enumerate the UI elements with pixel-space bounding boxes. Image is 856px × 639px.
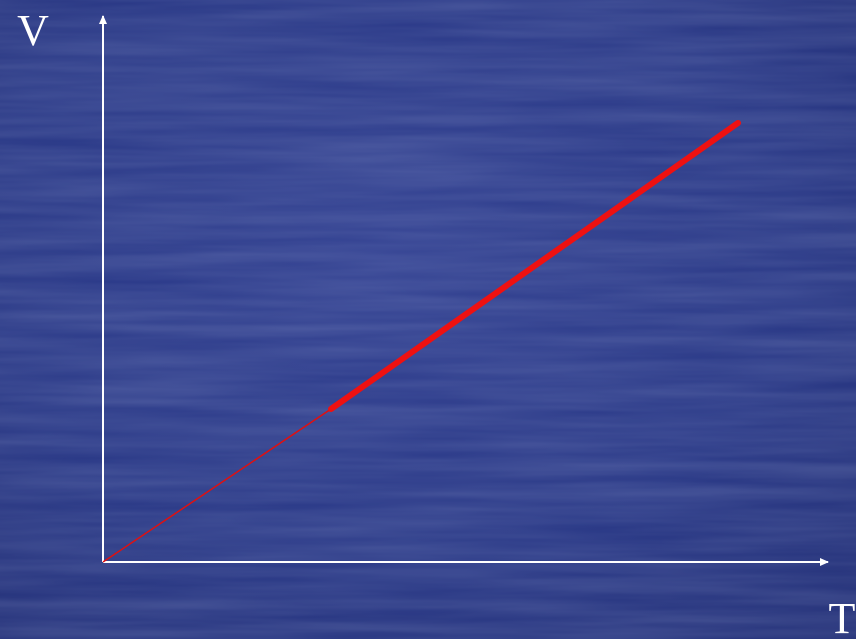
x-axis-label: T: [829, 594, 856, 639]
measured-line: [328, 120, 741, 412]
extrapolated-line: [102, 408, 332, 563]
y-axis-label: V: [17, 6, 49, 55]
